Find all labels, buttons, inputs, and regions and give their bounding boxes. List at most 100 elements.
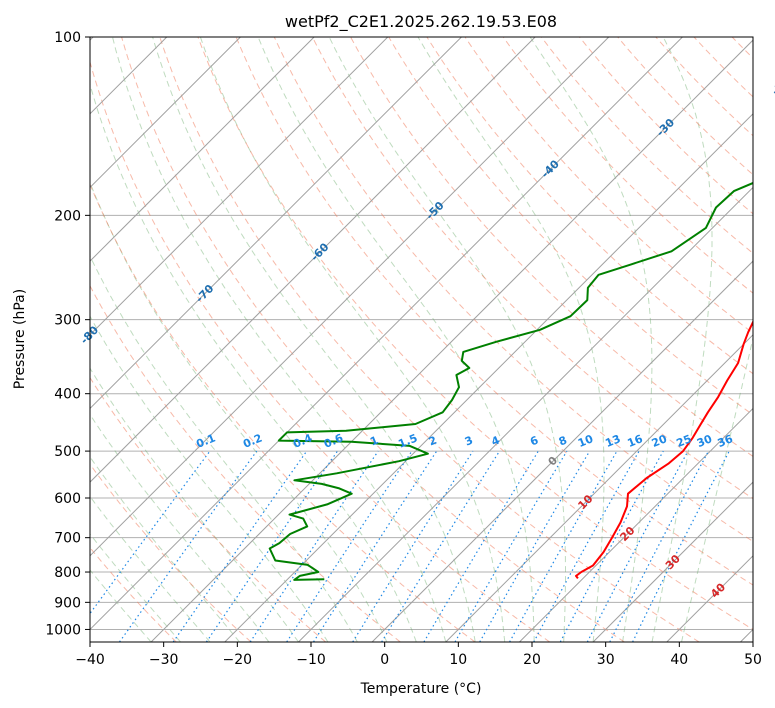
dry-adiabat <box>159 37 700 642</box>
dry-adiabat <box>235 37 753 586</box>
moist-adiabat <box>90 533 181 642</box>
mixing-ratio-lines <box>90 450 730 642</box>
isotherm-line <box>592 481 753 642</box>
mixing-ratio-line <box>454 450 568 642</box>
x-tick-label: −40 <box>75 652 105 668</box>
mixing-ratio-line <box>205 450 338 642</box>
mixing-ratio-label: 1 <box>368 434 380 449</box>
x-tick-label: 50 <box>744 652 762 668</box>
moist-adiabat <box>90 569 152 642</box>
dry-adiabat <box>90 463 252 642</box>
moist-adiabat <box>417 37 605 642</box>
mixing-ratio-line <box>286 450 413 642</box>
isotherm-line <box>150 39 753 642</box>
isotherm-line <box>90 37 241 189</box>
moist-adiabat <box>651 37 713 642</box>
y-tick-label: 300 <box>54 313 81 329</box>
dry-adiabat <box>121 37 625 642</box>
x-tick-label: 0 <box>380 652 389 668</box>
mixing-ratio-line <box>352 450 474 642</box>
moist-adiabats <box>90 37 753 642</box>
dry-adiabats <box>90 37 753 642</box>
isotherm-line <box>224 113 753 642</box>
data-series <box>268 181 753 581</box>
plot-frame <box>89 36 754 643</box>
x-tick-label: −30 <box>149 652 179 668</box>
isotherm-line <box>90 37 462 410</box>
y-tick-label: 1000 <box>45 622 81 638</box>
isotherm-line <box>90 37 315 262</box>
y-axis: 100 200 300 400 500 600 700 800 900 1000 <box>45 30 90 638</box>
isotherm-line <box>371 260 753 642</box>
pressure-grid <box>90 37 753 630</box>
isotherm-line <box>519 407 753 642</box>
x-tick-label: −20 <box>223 652 253 668</box>
x-axis-title: Temperature (°C) <box>360 681 482 697</box>
moist-adiabat <box>90 413 270 642</box>
x-tick-label: −10 <box>296 652 326 668</box>
mixing-ratio-label: 20 <box>650 432 669 450</box>
x-axis: −40 −30 −20 −10 0 10 20 30 40 50 <box>75 642 762 668</box>
mixing-ratio-line <box>381 450 501 642</box>
mixing-ratio-line <box>559 450 664 642</box>
mixing-ratio-label: 2 <box>427 434 439 449</box>
moist-adiabat <box>90 181 388 642</box>
x-tick-label: 30 <box>597 652 615 668</box>
isotherm-line <box>298 186 753 642</box>
mixing-ratio-label: 25 <box>674 432 693 450</box>
moist-adiabat <box>328 37 566 642</box>
isotherm-label: -20 <box>769 74 775 97</box>
dry-adiabat <box>273 37 753 543</box>
chart-title: wetPf2_C2E1.2025.262.19.53.E08 <box>285 12 557 32</box>
mixing-ratio-label: 10 <box>576 432 595 450</box>
isotherm-line <box>90 37 610 557</box>
mixing-ratio-line <box>172 450 308 642</box>
sounding-profile <box>268 181 753 581</box>
dry-adiabat <box>90 60 551 642</box>
moist-adiabat <box>90 315 329 642</box>
moist-adiabat <box>90 254 358 642</box>
isotherm-line <box>90 37 683 631</box>
moist-adiabat <box>90 495 211 642</box>
moist-adiabat <box>257 37 535 642</box>
moist-adiabat <box>112 37 447 642</box>
dry-adiabat <box>197 37 753 630</box>
mixing-ratio-label: 3 <box>463 434 475 449</box>
mixing-ratio-line <box>312 450 438 642</box>
y-tick-label: 600 <box>54 491 81 507</box>
plot-area <box>90 37 753 642</box>
isotherm-line <box>445 334 753 642</box>
mixing-ratio-label: 13 <box>603 432 622 450</box>
sounding-profile <box>575 319 753 580</box>
y-tick-label: 500 <box>54 444 81 460</box>
x-tick-label: 10 <box>449 652 467 668</box>
y-tick-label: 800 <box>54 565 81 581</box>
moist-adiabat <box>90 82 417 642</box>
mixing-ratio-label: 30 <box>695 432 714 450</box>
mixing-ratio-label: 16 <box>626 432 645 450</box>
moist-adiabat <box>199 37 506 642</box>
isotherms <box>90 37 753 642</box>
x-tick-label: 40 <box>670 652 688 668</box>
mixing-ratio-label: 8 <box>557 434 569 449</box>
y-tick-label: 400 <box>54 387 81 403</box>
mixing-ratio-line <box>423 450 539 642</box>
y-tick-label: 700 <box>54 531 81 547</box>
mixing-ratio-line <box>586 450 689 642</box>
isotherm-line <box>90 37 389 336</box>
isotherm-line <box>90 37 536 483</box>
moist-adiabat <box>90 456 240 642</box>
y-tick-label: 100 <box>54 30 81 46</box>
mixing-ratio-line <box>249 450 379 642</box>
dry-adiabat <box>311 37 753 500</box>
y-tick-label: 900 <box>54 595 81 611</box>
dry-adiabat <box>502 37 753 294</box>
mixing-ratio-label: 36 <box>716 432 735 450</box>
x-tick-label: 20 <box>523 652 541 668</box>
y-axis-title: Pressure (hPa) <box>12 289 28 389</box>
y-tick-label: 200 <box>54 208 81 224</box>
moist-adiabat <box>681 335 753 642</box>
mixing-ratio-line <box>119 450 258 642</box>
moist-adiabat <box>529 37 653 642</box>
